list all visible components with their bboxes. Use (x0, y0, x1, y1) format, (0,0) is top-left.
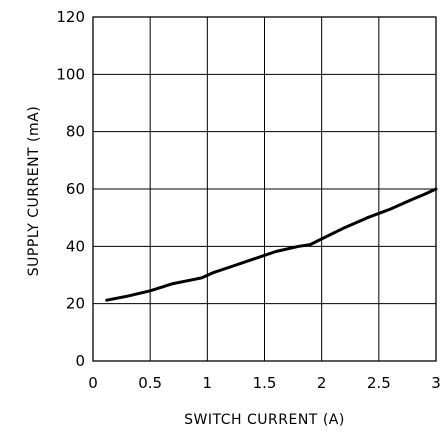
x-tick-label: 2 (317, 374, 327, 392)
x-axis-label: SWITCH CURRENT (A) (184, 412, 345, 428)
x-tick-label: 3 (431, 374, 441, 392)
y-tick-label: 80 (66, 123, 85, 141)
y-tick-label: 20 (66, 295, 85, 313)
y-tick-label: 120 (56, 8, 85, 26)
y-tick-label: 100 (56, 65, 85, 83)
grid (92, 16, 437, 362)
y-tick-label: 0 (75, 352, 85, 370)
x-tick-label: 2.5 (367, 374, 391, 392)
x-axis-ticks: 0 0.5 1 1.5 2 2.5 3 (88, 374, 441, 392)
y-tick-label: 40 (66, 237, 85, 255)
series-layer (105, 187, 438, 302)
x-tick-label: 0 (88, 374, 98, 392)
y-axis-label: SUPPLY CURRENT (mA) (26, 106, 42, 276)
x-tick-label: 0.5 (138, 374, 162, 392)
x-tick-label: 1.5 (253, 374, 277, 392)
y-axis-ticks: 0 20 40 60 80 100 120 (56, 8, 85, 370)
y-tick-label: 60 (66, 180, 85, 198)
supply-current-line (105, 187, 438, 302)
x-tick-label: 1 (203, 374, 213, 392)
